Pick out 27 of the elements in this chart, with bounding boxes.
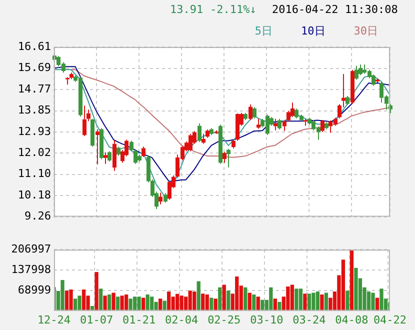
y-tick-label: 16.61 [18,40,51,53]
x-tick-label: 04-08 [335,313,368,326]
x-tick-label: 01-07 [80,313,114,326]
x-tick-label: 04-22 [373,313,407,326]
x-tick-label: 12-24 [37,313,71,326]
x-tick-label: 03-10 [250,313,284,326]
y-tick-label: 10.18 [18,188,51,202]
x-tick-label: 02-04 [165,313,199,326]
y-tick-label: 11.10 [18,167,51,180]
text: 10日 [301,24,326,38]
text: 5日 [254,24,273,38]
y-tick-label: 12.93 [18,124,51,138]
x-tick-label: 01-21 [122,313,156,326]
y-tick-label: 12.02 [18,146,51,159]
text: 2016-04-22 11:30:08 [272,3,398,16]
text: 13.91 [170,3,204,16]
text: 30日 [354,24,378,38]
y-tick-label: 14.77 [18,82,51,96]
y-tick-label: 137998 [11,262,51,276]
y-tick-label: 13.85 [18,104,51,117]
x-tick-label: 02-25 [208,313,241,326]
x-tick-label: 03-24 [292,313,326,326]
y-tick-label: 206997 [11,242,51,256]
text: -2.11%↓ [210,3,256,16]
y-tick-label: 68999 [18,283,51,296]
y-tick-label: 9.26 [24,210,51,223]
y-tick-label: 15.69 [18,61,51,74]
